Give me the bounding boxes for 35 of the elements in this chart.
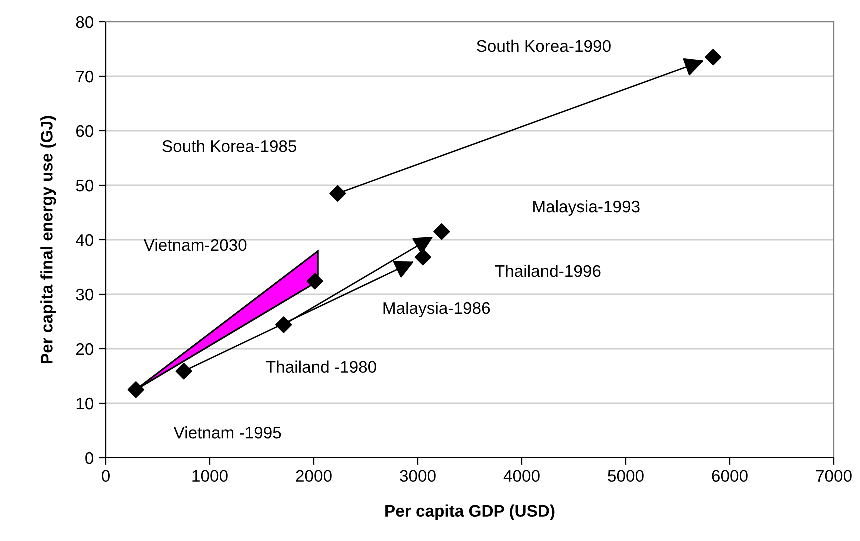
x-tick-label: 5000 (608, 470, 644, 482)
x-tick-label: 1000 (192, 470, 228, 482)
y-tick-label: 70 (76, 70, 94, 83)
y-tick-label: 0 (86, 452, 94, 464)
x-tick-label: 3000 (400, 470, 436, 482)
annotation: Thailand-1996 (495, 264, 601, 278)
point (176, 363, 192, 380)
annotation: Vietnam -1995 (174, 426, 282, 439)
x-tick-label: 7000 (816, 470, 852, 482)
annotation: Thailand -1980 (266, 360, 376, 374)
x-tick-label: 6000 (712, 470, 748, 482)
annotation: Malaysia-1993 (534, 200, 640, 216)
x-axis-title: Per capita GDP (USD) (386, 504, 555, 520)
y-tick-label: 40 (76, 234, 94, 246)
y-tick-label: 30 (76, 288, 94, 301)
point (276, 316, 292, 334)
point (414, 249, 432, 266)
point (330, 185, 346, 202)
annotation: South Korea-1990 (477, 40, 611, 52)
x-tick-label: 4000 (504, 470, 540, 482)
y-tick-label: 60 (76, 125, 94, 138)
annotation: Vietnam-2030 (144, 238, 247, 252)
point (306, 273, 324, 290)
y-tick-label: 10 (76, 398, 94, 410)
y-axis-title: Per capita final energy use (GJ) (40, 116, 56, 364)
y-tick-label: 20 (76, 343, 94, 356)
annotation: South Korea-1985 (162, 140, 297, 152)
y-tick-label: 50 (76, 180, 94, 192)
point (434, 224, 450, 240)
x-tick-label: 2000 (296, 470, 332, 482)
annotation: Malaysia-1986 (384, 302, 490, 318)
point (128, 382, 144, 398)
point (705, 49, 722, 66)
y-tick-label: 80 (76, 16, 94, 28)
x-tick-label: 0 (102, 470, 110, 482)
